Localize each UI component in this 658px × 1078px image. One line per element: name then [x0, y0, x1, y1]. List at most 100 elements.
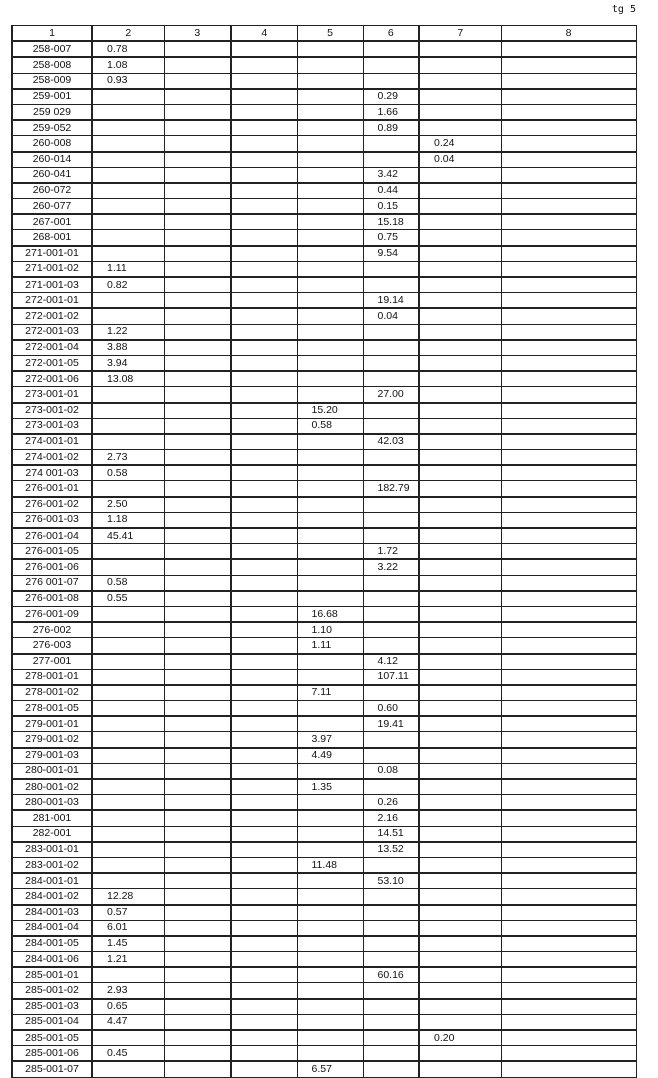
- value-cell-col-2: [91, 166, 165, 184]
- value-cell-col-5: [296, 464, 364, 482]
- value-cell-col-8: [500, 229, 637, 247]
- value-cell-col-5: [296, 809, 364, 827]
- value-cell-col-5: [296, 998, 364, 1015]
- value-cell-col-8: [500, 809, 637, 827]
- value-cell-col-5: [296, 527, 364, 545]
- row-id-cell: 285-001-01: [11, 966, 93, 984]
- value-cell-col-4: [230, 919, 298, 937]
- row-id-cell: 285-001-06: [11, 1045, 93, 1063]
- value-cell-col-7: [418, 684, 502, 702]
- value-cell-col-5: 16.68: [296, 605, 364, 624]
- row-id-cell: 271-001-01: [11, 245, 93, 262]
- row-id-cell: 260-008: [11, 135, 93, 153]
- row-id-cell: 284-001-03: [11, 904, 93, 921]
- value-cell-col-6: 14.51: [362, 825, 420, 843]
- value-cell-col-7: [418, 386, 502, 404]
- value-cell-col-7: [418, 872, 502, 890]
- value-cell-col-7: [418, 700, 502, 718]
- value-cell-col-3: [163, 856, 232, 875]
- value-cell-col-5: [296, 245, 364, 262]
- value-cell-col-3: [163, 919, 232, 937]
- value-cell-col-2: [91, 417, 165, 435]
- value-cell-col-7: [418, 370, 502, 388]
- row-id-cell: 276-001-02: [11, 496, 93, 513]
- value-cell-col-6: [362, 621, 420, 639]
- table-row: 273-001-02 15.20: [11, 402, 637, 419]
- value-cell-col-3: [163, 747, 232, 764]
- value-cell-col-4: [230, 1060, 298, 1078]
- value-cell-col-8: [500, 464, 637, 482]
- value-cell-col-6: 0.89: [362, 119, 420, 137]
- value-cell-col-6: [362, 56, 420, 74]
- value-cell-col-7: [418, 590, 502, 607]
- table-row: 276-002 1.10: [11, 621, 637, 639]
- value-cell-col-4: [230, 700, 298, 718]
- value-cell-col-6: 0.60: [362, 700, 420, 718]
- value-cell-col-5: [296, 433, 364, 451]
- table-row: 272-001-06 13.08: [11, 370, 637, 388]
- value-cell-col-3: [163, 951, 232, 969]
- value-cell-col-2: 0.55: [91, 590, 165, 607]
- value-cell-col-3: [163, 229, 232, 247]
- value-cell-col-4: [230, 527, 298, 545]
- row-id-cell: 277-001: [11, 653, 93, 670]
- row-id-cell: 272-001-03: [11, 323, 93, 341]
- value-cell-col-7: [418, 1045, 502, 1063]
- value-cell-col-8: [500, 386, 637, 404]
- value-cell-col-5: 7.11: [296, 684, 364, 702]
- value-cell-col-5: 15.20: [296, 402, 364, 419]
- value-cell-col-3: [163, 653, 232, 670]
- table-row: 285-001-03 0.65: [11, 998, 637, 1015]
- value-cell-col-4: [230, 1013, 298, 1031]
- value-cell-col-7: [418, 276, 502, 294]
- row-id-cell: 260-014: [11, 151, 93, 168]
- value-cell-col-5: [296, 103, 364, 122]
- value-cell-col-4: [230, 245, 298, 262]
- value-cell-col-6: [362, 935, 420, 953]
- value-cell-col-5: [296, 323, 364, 341]
- value-cell-col-8: [500, 590, 637, 607]
- table-row: 276-001-08 0.55: [11, 590, 637, 607]
- value-cell-col-3: [163, 904, 232, 921]
- value-cell-col-4: [230, 809, 298, 827]
- table-row: 282-001 14.51: [11, 825, 637, 843]
- value-cell-col-4: [230, 935, 298, 953]
- value-cell-col-6: [362, 637, 420, 655]
- value-cell-col-7: [418, 605, 502, 624]
- value-cell-col-6: 0.75: [362, 229, 420, 247]
- value-cell-col-5: [296, 292, 364, 310]
- table-body: 258-007 0.78 258-008 1.08 258-009 0.93 259-001…: [11, 40, 637, 1078]
- value-cell-col-3: [163, 982, 232, 1000]
- value-cell-col-4: [230, 778, 298, 796]
- value-cell-col-6: 60.16: [362, 966, 420, 984]
- value-cell-col-4: [230, 511, 298, 529]
- value-cell-col-3: [163, 731, 232, 749]
- value-cell-col-3: [163, 684, 232, 702]
- table-row: 268-001 0.75: [11, 229, 637, 247]
- value-cell-col-4: [230, 856, 298, 875]
- value-cell-col-4: [230, 747, 298, 764]
- value-cell-col-8: [500, 731, 637, 749]
- page-label: tg 5: [611, 4, 636, 15]
- value-cell-col-7: [418, 292, 502, 310]
- value-cell-col-6: 4.12: [362, 653, 420, 670]
- value-cell-col-5: [296, 166, 364, 184]
- value-cell-col-2: 45.41: [91, 527, 165, 545]
- value-cell-col-3: [163, 1045, 232, 1063]
- value-cell-col-6: [362, 590, 420, 607]
- table-row: 279-001-01 19.41: [11, 715, 637, 733]
- table-row: 274-001-01 42.03: [11, 433, 637, 451]
- value-cell-col-5: [296, 88, 364, 105]
- table-row: 276-001-06 3.22: [11, 558, 637, 576]
- table-row: 260-041 3.42: [11, 166, 637, 184]
- value-cell-col-3: [163, 700, 232, 718]
- value-cell-col-2: 0.58: [91, 574, 165, 592]
- value-cell-col-4: [230, 605, 298, 624]
- value-cell-col-7: [418, 778, 502, 796]
- row-id-cell: 285-001-04: [11, 1013, 93, 1031]
- value-cell-col-3: [163, 888, 232, 906]
- value-cell-col-5: [296, 872, 364, 890]
- row-id-cell: 281-001: [11, 809, 93, 827]
- value-cell-col-2: [91, 794, 165, 812]
- value-cell-col-4: [230, 323, 298, 341]
